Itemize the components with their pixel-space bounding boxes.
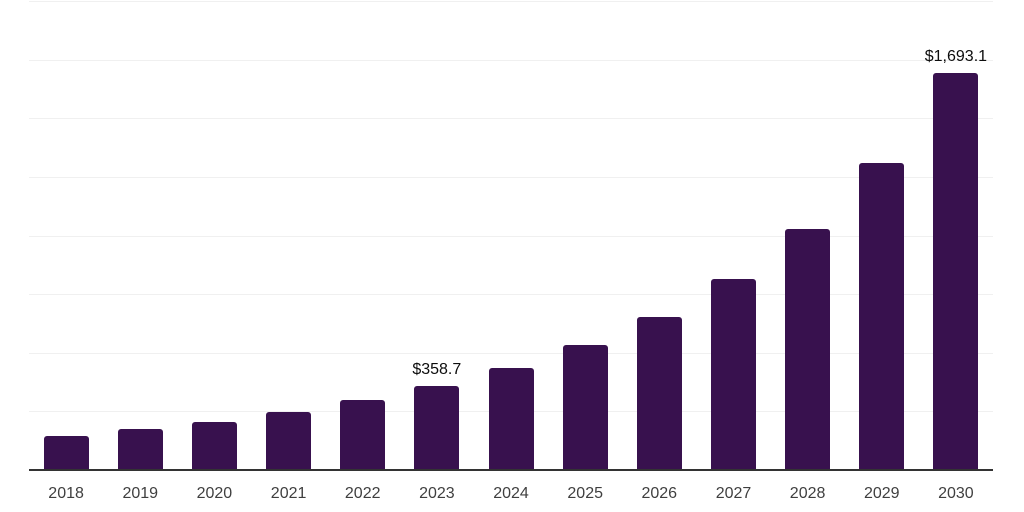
x-tick-2024: 2024 <box>493 485 529 502</box>
gridline-1000 <box>29 235 993 237</box>
x-tick-2026: 2026 <box>641 485 678 502</box>
bar-2029[interactable] <box>859 163 905 470</box>
bar-2022[interactable] <box>340 400 386 470</box>
x-tick-2025: 2025 <box>567 485 603 502</box>
gridline-1250 <box>29 176 993 178</box>
bar-2020[interactable] <box>191 421 237 470</box>
bar-2028[interactable] <box>785 229 831 470</box>
gridline-1750 <box>29 59 993 61</box>
gridline-750 <box>29 294 993 296</box>
x-tick-2020: 2020 <box>196 485 233 502</box>
bar-2021[interactable] <box>266 411 311 470</box>
bar-2019[interactable] <box>117 429 163 470</box>
data-label-2023: $358.7 <box>412 360 462 378</box>
x-tick-2029: 2029 <box>863 485 900 502</box>
bar-2026[interactable] <box>636 317 682 470</box>
x-tick-2023: 2023 <box>419 485 455 502</box>
bar-2027[interactable] <box>711 278 756 470</box>
x-tick-2019: 2019 <box>122 485 159 502</box>
x-tick-2021: 2021 <box>270 485 307 502</box>
x-tick-2028: 2028 <box>789 485 826 502</box>
x-tick-2027: 2027 <box>715 485 752 502</box>
bar-2023[interactable] <box>414 385 460 470</box>
x-tick-2018: 2018 <box>48 485 84 502</box>
data-label-2030: $1,693.1 <box>924 48 988 65</box>
bar-2018[interactable] <box>43 435 89 470</box>
x-tick-2022: 2022 <box>344 485 381 502</box>
gridline-2000 <box>29 1 993 2</box>
x-tick-2030: 2030 <box>938 485 974 502</box>
bar-2024[interactable] <box>488 368 534 470</box>
x-axis-line <box>29 469 993 471</box>
bar-2025[interactable] <box>562 344 608 470</box>
gridline-500 <box>29 352 993 354</box>
bar-2030[interactable] <box>933 73 979 470</box>
gridline-1500 <box>29 118 993 120</box>
